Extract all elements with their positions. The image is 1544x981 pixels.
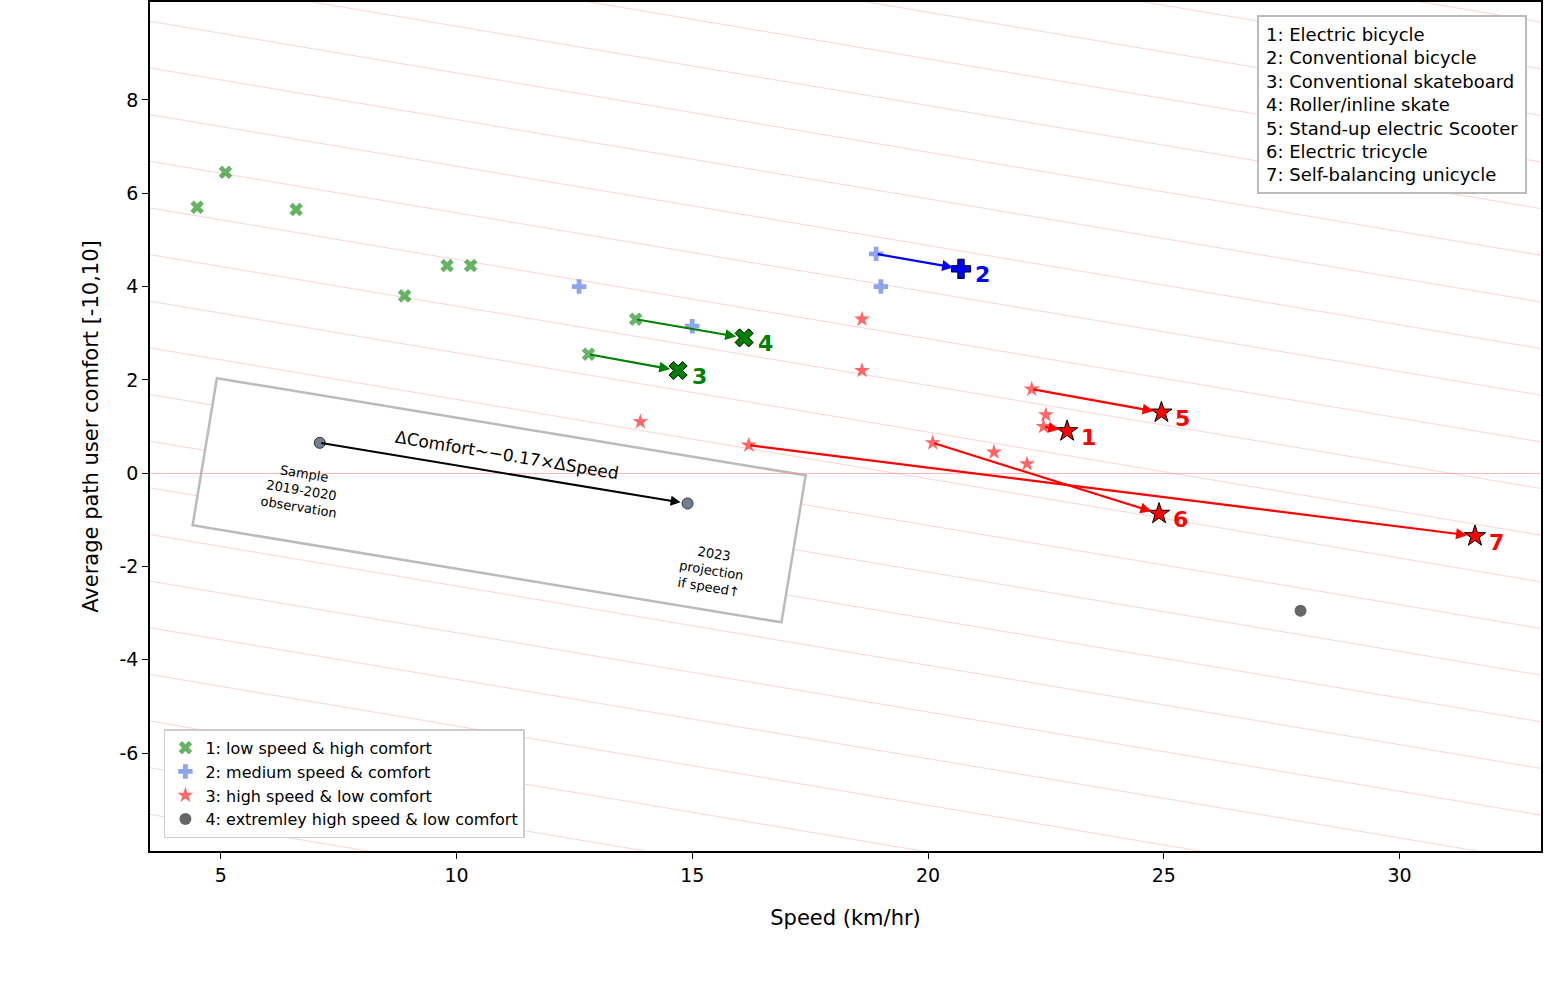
svg-text:3: 3 (692, 364, 707, 389)
svg-text:4: 4 (126, 275, 138, 297)
svg-text:-2: -2 (119, 555, 138, 577)
svg-text:-4: -4 (119, 648, 138, 670)
svg-text:6: 6 (1173, 507, 1188, 532)
svg-text:4: 4 (758, 331, 773, 356)
svg-text:5: 5 (215, 864, 227, 886)
svg-text:30: 30 (1387, 864, 1411, 886)
svg-text:6: 6 (126, 182, 138, 204)
svg-text:-6: -6 (119, 742, 138, 764)
svg-text:5: 5 (1175, 406, 1190, 431)
svg-text:2: 2 (975, 262, 990, 287)
svg-text:3: high speed & low comfort: 3: high speed & low comfort (205, 787, 431, 806)
svg-text:Average path user comfort [-10: Average path user comfort [-10,10] (79, 240, 103, 613)
svg-text:25: 25 (1152, 864, 1176, 886)
svg-text:2: 2 (126, 369, 138, 391)
svg-text:8: 8 (126, 89, 138, 111)
svg-text:Sample2019-2020observation: Sample2019-2020observation (260, 460, 344, 521)
svg-text:2: medium speed & comfort: 2: medium speed & comfort (205, 763, 430, 782)
svg-text:10: 10 (444, 864, 468, 886)
svg-text:1: low speed & high comfort: 1: low speed & high comfort (205, 739, 431, 758)
svg-text:15: 15 (680, 864, 704, 886)
svg-text:7: 7 (1489, 530, 1504, 555)
svg-text:20: 20 (916, 864, 940, 886)
svg-text:1: 1 (1081, 425, 1096, 450)
svg-text:Speed (km/hr): Speed (km/hr) (770, 906, 921, 930)
svg-text:2023projectionif speed↑: 2023projectionif speed↑ (675, 541, 747, 600)
svg-text:1: Electric bicycle2: Conventi: 1: Electric bicycle2: Conventional bicyc… (1266, 24, 1518, 185)
svg-text:ΔComfort~−0.17×ΔSpeed: ΔComfort~−0.17×ΔSpeed (394, 427, 620, 484)
svg-text:0: 0 (126, 462, 138, 484)
svg-text:4: extremley high speed & low: 4: extremley high speed & low comfort (205, 810, 517, 829)
